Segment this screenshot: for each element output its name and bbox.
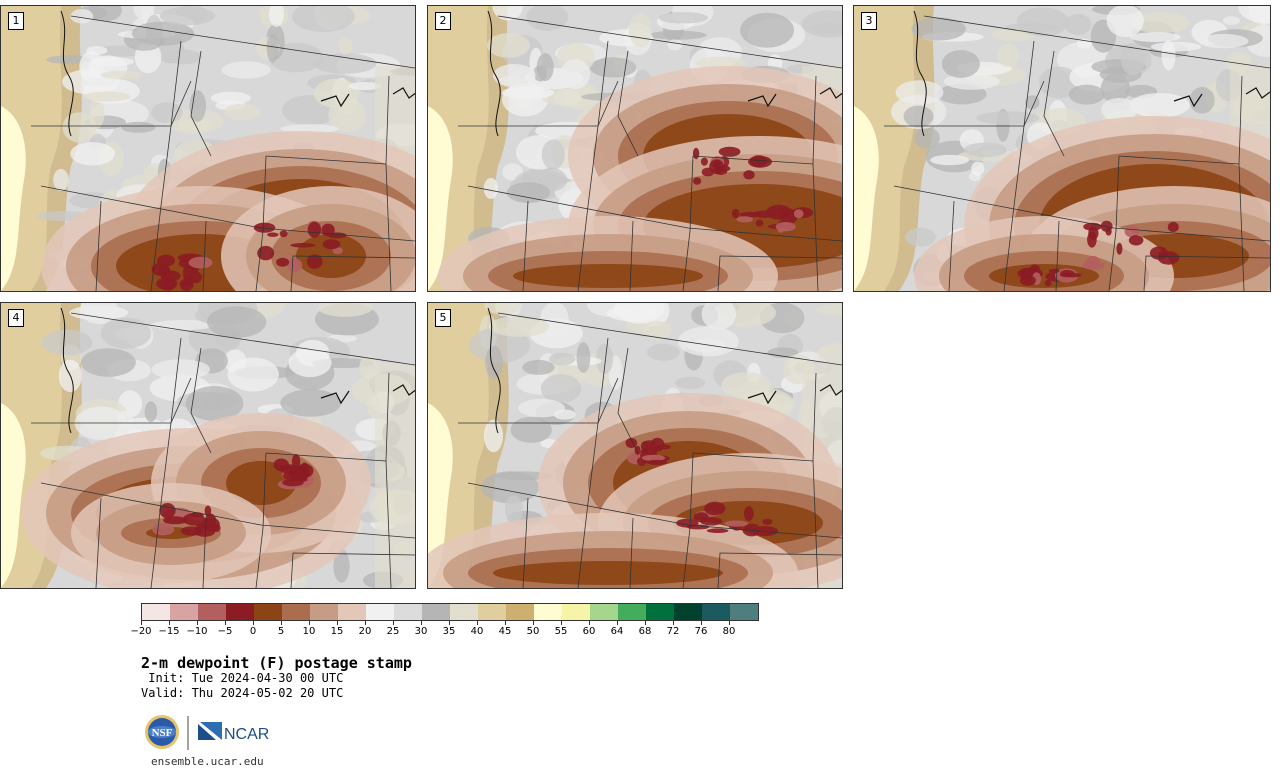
colorbar-swatch (646, 604, 674, 620)
colorbar-swatch (506, 604, 534, 620)
tick-label: 72 (666, 626, 680, 637)
colorbar-swatch (282, 604, 310, 620)
map-panel-5: 5 (427, 302, 843, 589)
colorbar-swatch (478, 604, 506, 620)
tick-mark (281, 621, 282, 625)
tick-mark (729, 621, 730, 625)
tick-mark (561, 621, 562, 625)
tick-label: 20 (358, 626, 372, 637)
colorbar-swatch (198, 604, 226, 620)
colorbar-swatch (674, 604, 702, 620)
colorbar-swatch (366, 604, 394, 620)
tick-label: 76 (694, 626, 708, 637)
svg-text:NCAR: NCAR (224, 726, 269, 743)
figure-title: 2-m dewpoint (F) postage stamp (141, 654, 412, 672)
tick-label: −10 (186, 626, 208, 637)
colorbar-swatch (450, 604, 478, 620)
tick-label: 80 (722, 626, 736, 637)
tick-mark (337, 621, 338, 625)
tick-mark (701, 621, 702, 625)
tick-label: 30 (414, 626, 428, 637)
colorbar-swatch (534, 604, 562, 620)
colorbar-swatch (254, 604, 282, 620)
colorbar-swatch (338, 604, 366, 620)
tick-mark (309, 621, 310, 625)
colorbar-swatch (226, 604, 254, 620)
init-time: Init: Tue 2024-04-30 00 UTC (141, 671, 344, 685)
panel-number: 4 (8, 309, 24, 327)
site-url: ensemble.ucar.edu (151, 755, 264, 768)
colorbar-swatch (618, 604, 646, 620)
tick-mark (393, 621, 394, 625)
panel-number: 5 (435, 309, 451, 327)
colorbar-swatch (170, 604, 198, 620)
tick-label: 15 (330, 626, 344, 637)
tick-mark (617, 621, 618, 625)
map-panel-2: 2 (427, 5, 843, 292)
colorbar-swatch (702, 604, 730, 620)
nsf-logo-icon: NSF (145, 715, 179, 749)
tick-label: 40 (470, 626, 484, 637)
tick-label: 50 (526, 626, 540, 637)
panel-number: 3 (861, 12, 877, 30)
tick-label: 35 (442, 626, 456, 637)
tick-label: 60 (582, 626, 596, 637)
map-image (428, 303, 842, 588)
tick-mark (673, 621, 674, 625)
map-image (854, 6, 1270, 291)
colorbar-swatch (310, 604, 338, 620)
tick-label: −5 (217, 626, 233, 637)
valid-time: Valid: Thu 2024-05-02 20 UTC (141, 686, 344, 700)
nsf-ncar-logo: NSF NCAR (145, 715, 269, 750)
tick-mark (477, 621, 478, 625)
map-image (1, 303, 415, 588)
tick-mark (253, 621, 254, 625)
colorbar-swatch (730, 604, 758, 620)
tick-mark (505, 621, 506, 625)
tick-label: −15 (158, 626, 180, 637)
map-image (1, 6, 415, 291)
tick-mark (449, 621, 450, 625)
tick-mark (141, 621, 142, 625)
tick-label: −20 (130, 626, 152, 637)
dewpoint-colorbar (141, 603, 759, 621)
panel-number: 1 (8, 12, 24, 30)
map-image (428, 6, 842, 291)
tick-mark (197, 621, 198, 625)
tick-label: 5 (277, 626, 285, 637)
map-panel-1: 1 (0, 5, 416, 292)
tick-mark (225, 621, 226, 625)
tick-label: 64 (610, 626, 624, 637)
colorbar-swatch (562, 604, 590, 620)
tick-mark (589, 621, 590, 625)
svg-text:NSF: NSF (152, 727, 173, 739)
tick-label: 68 (638, 626, 652, 637)
map-panel-3: 3 (853, 5, 1271, 292)
colorbar-swatch (394, 604, 422, 620)
tick-mark (533, 621, 534, 625)
colorbar-swatch (422, 604, 450, 620)
tick-label: 10 (302, 626, 316, 637)
tick-mark (365, 621, 366, 625)
colorbar-swatch (590, 604, 618, 620)
colorbar-swatch (142, 604, 170, 620)
colorbar-ticks: −20 −15 −10 −5 0 5 10 15 20 25 30 35 40 45 50 55 60 64 68 7… (130, 621, 757, 641)
tick-label: 45 (498, 626, 512, 637)
map-panel-4: 4 (0, 302, 416, 589)
tick-mark (169, 621, 170, 625)
tick-label: 25 (386, 626, 400, 637)
panel-number: 2 (435, 12, 451, 30)
tick-label: 0 (249, 626, 257, 637)
tick-mark (421, 621, 422, 625)
ncar-logo-icon: NCAR (198, 722, 269, 743)
tick-label: 55 (554, 626, 568, 637)
tick-mark (645, 621, 646, 625)
